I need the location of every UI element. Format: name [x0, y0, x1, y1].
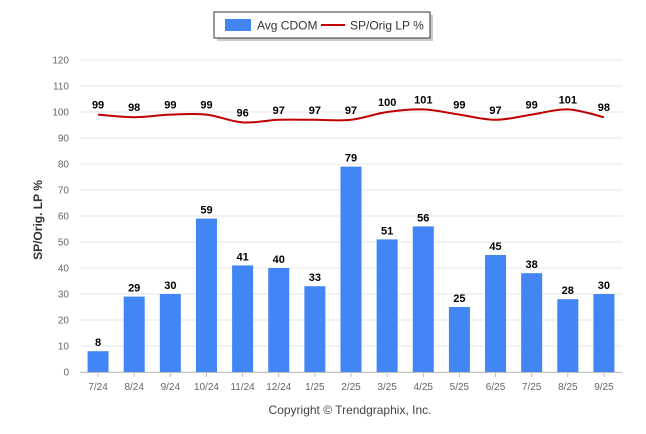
- bar-data-label: 29: [128, 283, 140, 295]
- bar: [304, 286, 326, 372]
- bar-data-label: 25: [453, 293, 465, 305]
- x-tick-label: 8/25: [558, 382, 578, 393]
- bar-data-label: 41: [236, 251, 248, 263]
- bar-data-label: 8: [95, 337, 101, 349]
- bar: [521, 273, 543, 372]
- line-series: [97, 108, 605, 124]
- line-data-label: 97: [489, 105, 501, 117]
- line-data-label: 96: [236, 107, 248, 119]
- bar-data-label: 33: [309, 272, 321, 284]
- y-tick-label: 0: [63, 368, 69, 379]
- line-data-label: 97: [309, 105, 321, 117]
- x-tick-label: 7/24: [88, 382, 108, 393]
- y-tick-label: 100: [52, 108, 69, 119]
- line-data-label: 98: [128, 102, 140, 114]
- x-tick-label: 10/24: [194, 382, 219, 393]
- y-tick-label: 70: [58, 186, 70, 197]
- bar: [448, 307, 470, 372]
- x-tick-label: 1/25: [305, 382, 325, 393]
- bar-data-label: 45: [489, 241, 501, 253]
- x-tick-label: 11/24: [230, 382, 255, 393]
- legend-label-bar: Avg CDOM: [257, 19, 317, 33]
- bar-data-label: 30: [598, 280, 610, 292]
- line-data-label: 99: [92, 100, 104, 112]
- legend-swatch-bar: [225, 19, 251, 31]
- bar: [195, 218, 217, 372]
- bar: [268, 268, 290, 372]
- line-data-label: 99: [453, 100, 465, 112]
- bar: [340, 166, 362, 372]
- bar-data-label: 30: [164, 280, 176, 292]
- copyright-text: Copyright © Trendgraphix, Inc.: [269, 403, 432, 417]
- bar: [87, 351, 109, 372]
- x-tick-label: 6/25: [486, 382, 506, 393]
- bar: [159, 294, 181, 372]
- bar-data-label: 28: [562, 285, 574, 297]
- bar: [123, 296, 145, 372]
- y-tick-label: 60: [58, 212, 70, 223]
- bar: [376, 239, 398, 372]
- data-labels: 8 29 30 59 41 40 33 79 51 56 25 45 38 28 30 99 98 99 99 96 9…: [92, 94, 610, 349]
- bar-data-label: 40: [273, 254, 285, 266]
- bar: [557, 299, 579, 372]
- bar-data-label: 79: [345, 153, 357, 165]
- y-tick-label: 110: [53, 82, 69, 93]
- line-data-label: 101: [559, 94, 577, 106]
- line-data-label: 99: [164, 100, 176, 112]
- y-tick-label: 80: [58, 160, 70, 171]
- x-tick-label: 4/25: [414, 382, 434, 393]
- y-tick-label: 20: [58, 316, 70, 327]
- x-tick-label: 5/25: [450, 382, 470, 393]
- x-tick-label: 12/24: [266, 382, 291, 393]
- x-tick-label: 2/25: [341, 382, 361, 393]
- line-data-label: 97: [345, 105, 357, 117]
- y-axis-label: SP/Orig. LP %: [31, 180, 45, 260]
- x-tick-label: 7/25: [522, 382, 542, 393]
- y-tick-label: 10: [58, 342, 70, 353]
- line-data-label: 101: [414, 94, 432, 106]
- x-tick-label: 8/24: [124, 382, 144, 393]
- line-data-label: 100: [378, 97, 396, 109]
- y-tick-label: 90: [58, 134, 70, 145]
- x-axis-ticks: 7/24 8/24 9/24 10/24 11/24 12/24 1/25 2/25 3/25 4…: [88, 372, 614, 393]
- bar: [485, 255, 507, 372]
- bar: [412, 226, 434, 372]
- x-tick-label: 3/25: [377, 382, 397, 393]
- line-data-label: 99: [200, 100, 212, 112]
- x-tick-label: 9/24: [161, 382, 181, 393]
- bar: [232, 265, 254, 372]
- y-tick-label: 120: [52, 56, 69, 67]
- line-data-label: 99: [526, 100, 538, 112]
- bar-data-label: 59: [200, 205, 212, 217]
- x-tick-label: 9/25: [594, 382, 614, 393]
- bar: [593, 294, 615, 372]
- y-axis-ticks: 0 10 20 30 40 50 60 70 80 90 100 110 120: [52, 56, 69, 379]
- bar-data-label: 56: [417, 212, 429, 224]
- y-tick-label: 30: [58, 290, 70, 301]
- legend: Avg CDOM SP/Orig LP %: [213, 11, 433, 41]
- y-tick-label: 40: [58, 264, 70, 275]
- line-data-label: 97: [273, 105, 285, 117]
- legend-label-line: SP/Orig LP %: [350, 19, 424, 33]
- bar-series: [87, 166, 615, 372]
- bar-data-label: 51: [381, 225, 393, 237]
- line-data-label: 98: [598, 102, 610, 114]
- y-tick-label: 50: [58, 238, 70, 249]
- bar-data-label: 38: [526, 259, 538, 271]
